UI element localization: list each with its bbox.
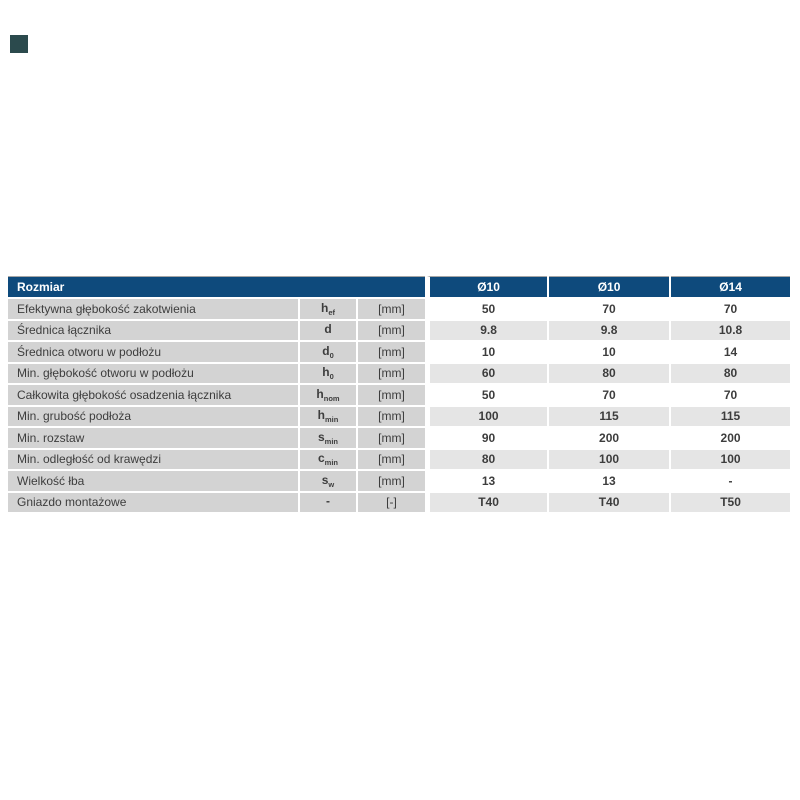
value-cell: T40 [427,492,548,512]
value-cell: 90 [427,428,548,448]
table-row: Min. głębokość otworu w podłożu h0 [mm] 60 8… [8,363,791,383]
value-cell: 80 [671,363,791,383]
symbol-subscript: 0 [329,350,334,360]
value-cell: 9.8 [427,320,548,340]
table-body: Efektywna głębokość zakotwienia hef [mm] 50… [8,299,791,512]
value-cell: T50 [671,492,791,512]
symbol-base: c [317,451,325,466]
unit-cell: [mm] [358,342,426,362]
value-cell: 9.8 [549,320,670,340]
parameter-label: Gniazdo montażowe [8,492,298,512]
table-row: Całkowita głębokość osadzenia łącznika hn… [8,385,791,405]
value-cell: - [671,471,791,491]
symbol-base: h [322,365,330,380]
header-col-diameter-10b: Ø10 [549,276,670,297]
table-row: Średnica otworu w podłożu d0 [mm] 10 10 14 [8,342,791,362]
value-cell: 70 [549,385,670,405]
parameter-label: Min. odległość od krawędzi [8,449,298,469]
value-cell: 60 [427,363,548,383]
parameter-label: Min. rozstaw [8,428,298,448]
value-cell: 70 [549,299,670,319]
symbol-base: d [324,322,332,337]
symbol-subscript: ef [328,307,335,317]
logo-mark [10,35,28,53]
value-cell: 100 [427,406,548,426]
value-cell: T40 [549,492,670,512]
parameter-symbol: d [300,320,356,340]
symbol-subscript: nom [323,393,340,403]
value-cell: 13 [427,471,548,491]
parameter-symbol: hmin [300,406,356,426]
unit-cell: [mm] [358,406,426,426]
value-cell: 80 [549,363,670,383]
value-cell: 115 [549,406,670,426]
value-cell: 10.8 [671,320,791,340]
value-cell: 200 [549,428,670,448]
symbol-base: h [320,300,329,315]
value-cell: 14 [671,342,791,362]
parameter-symbol: - [300,492,356,512]
parameter-label: Min. głębokość otworu w podłożu [8,363,298,383]
table-header-row: Rozmiar Ø10 Ø10 Ø14 [8,276,791,297]
symbol-base: d [322,343,330,358]
unit-cell: [mm] [358,363,426,383]
value-cell: 50 [427,299,548,319]
table-row: Wielkość łba sw [mm] 13 13- [8,471,791,491]
header-size-label: Rozmiar [8,276,426,297]
value-cell: 100 [671,449,791,469]
value-cell: 10 [549,342,670,362]
parameter-symbol: sw [300,471,356,491]
symbol-subscript: w [328,479,335,489]
value-cell: 100 [549,449,670,469]
parameter-label: Średnica łącznika [8,320,298,340]
table-row: Efektywna głębokość zakotwienia hef [mm] 50… [8,299,791,319]
parameter-symbol: d0 [300,342,356,362]
symbol-base: - [326,494,330,509]
table-row: Średnica łącznika d [mm] 9.8 9.8 10.8 [8,320,791,340]
parameter-label: Całkowita głębokość osadzenia łącznika [8,385,298,405]
unit-cell: [-] [358,492,426,512]
symbol-subscript: 0 [329,372,334,382]
parameter-symbol: cmin [300,449,356,469]
parameter-label: Wielkość łba [8,471,298,491]
header-col-diameter-10a: Ø10 [427,276,548,297]
table-row: Min. rozstaw smin [mm] 90 200 200 [8,428,791,448]
unit-cell: [mm] [358,428,426,448]
parameter-symbol: h0 [300,363,356,383]
unit-cell: [mm] [358,471,426,491]
value-cell: 80 [427,449,548,469]
symbol-base: h [316,386,324,401]
value-cell: 115 [671,406,791,426]
value-cell: 70 [671,385,791,405]
table-row: Min. odległość od krawędzi cmin [mm] 80 100 1… [8,449,791,469]
parameter-symbol: hef [300,299,356,319]
symbol-subscript: min [324,436,339,446]
value-cell: 200 [671,428,791,448]
symbol-subscript: min [324,458,339,468]
parameter-symbol: smin [300,428,356,448]
value-cell: 50 [427,385,548,405]
value-cell: 70 [671,299,791,319]
value-cell: 10 [427,342,548,362]
symbol-subscript: min [325,415,339,425]
unit-cell: [mm] [358,299,426,319]
unit-cell: [mm] [358,385,426,405]
parameter-label: Min. grubość podłoża [8,406,298,426]
value-cell: 13 [549,471,670,491]
unit-cell: [mm] [358,320,426,340]
parameter-label: Efektywna głębokość zakotwienia [8,299,298,319]
header-col-diameter-14: Ø14 [671,276,791,297]
anchor-spec-table: Rozmiar Ø10 Ø10 Ø14 Efektywna głębokość … [6,274,792,514]
symbol-base: s [321,472,329,487]
symbol-base: h [317,408,325,423]
anchor-spec-table-container: Rozmiar Ø10 Ø10 Ø14 Efektywna głębokość … [6,274,796,514]
table-row: Min. grubość podłoża hmin [mm] 100 115 115 [8,406,791,426]
unit-cell: [mm] [358,449,426,469]
parameter-label: Średnica otworu w podłożu [8,342,298,362]
table-row: Gniazdo montażowe - [-] T40 T40 T50 [8,492,791,512]
symbol-base: s [317,429,325,444]
parameter-symbol: hnom [300,385,356,405]
